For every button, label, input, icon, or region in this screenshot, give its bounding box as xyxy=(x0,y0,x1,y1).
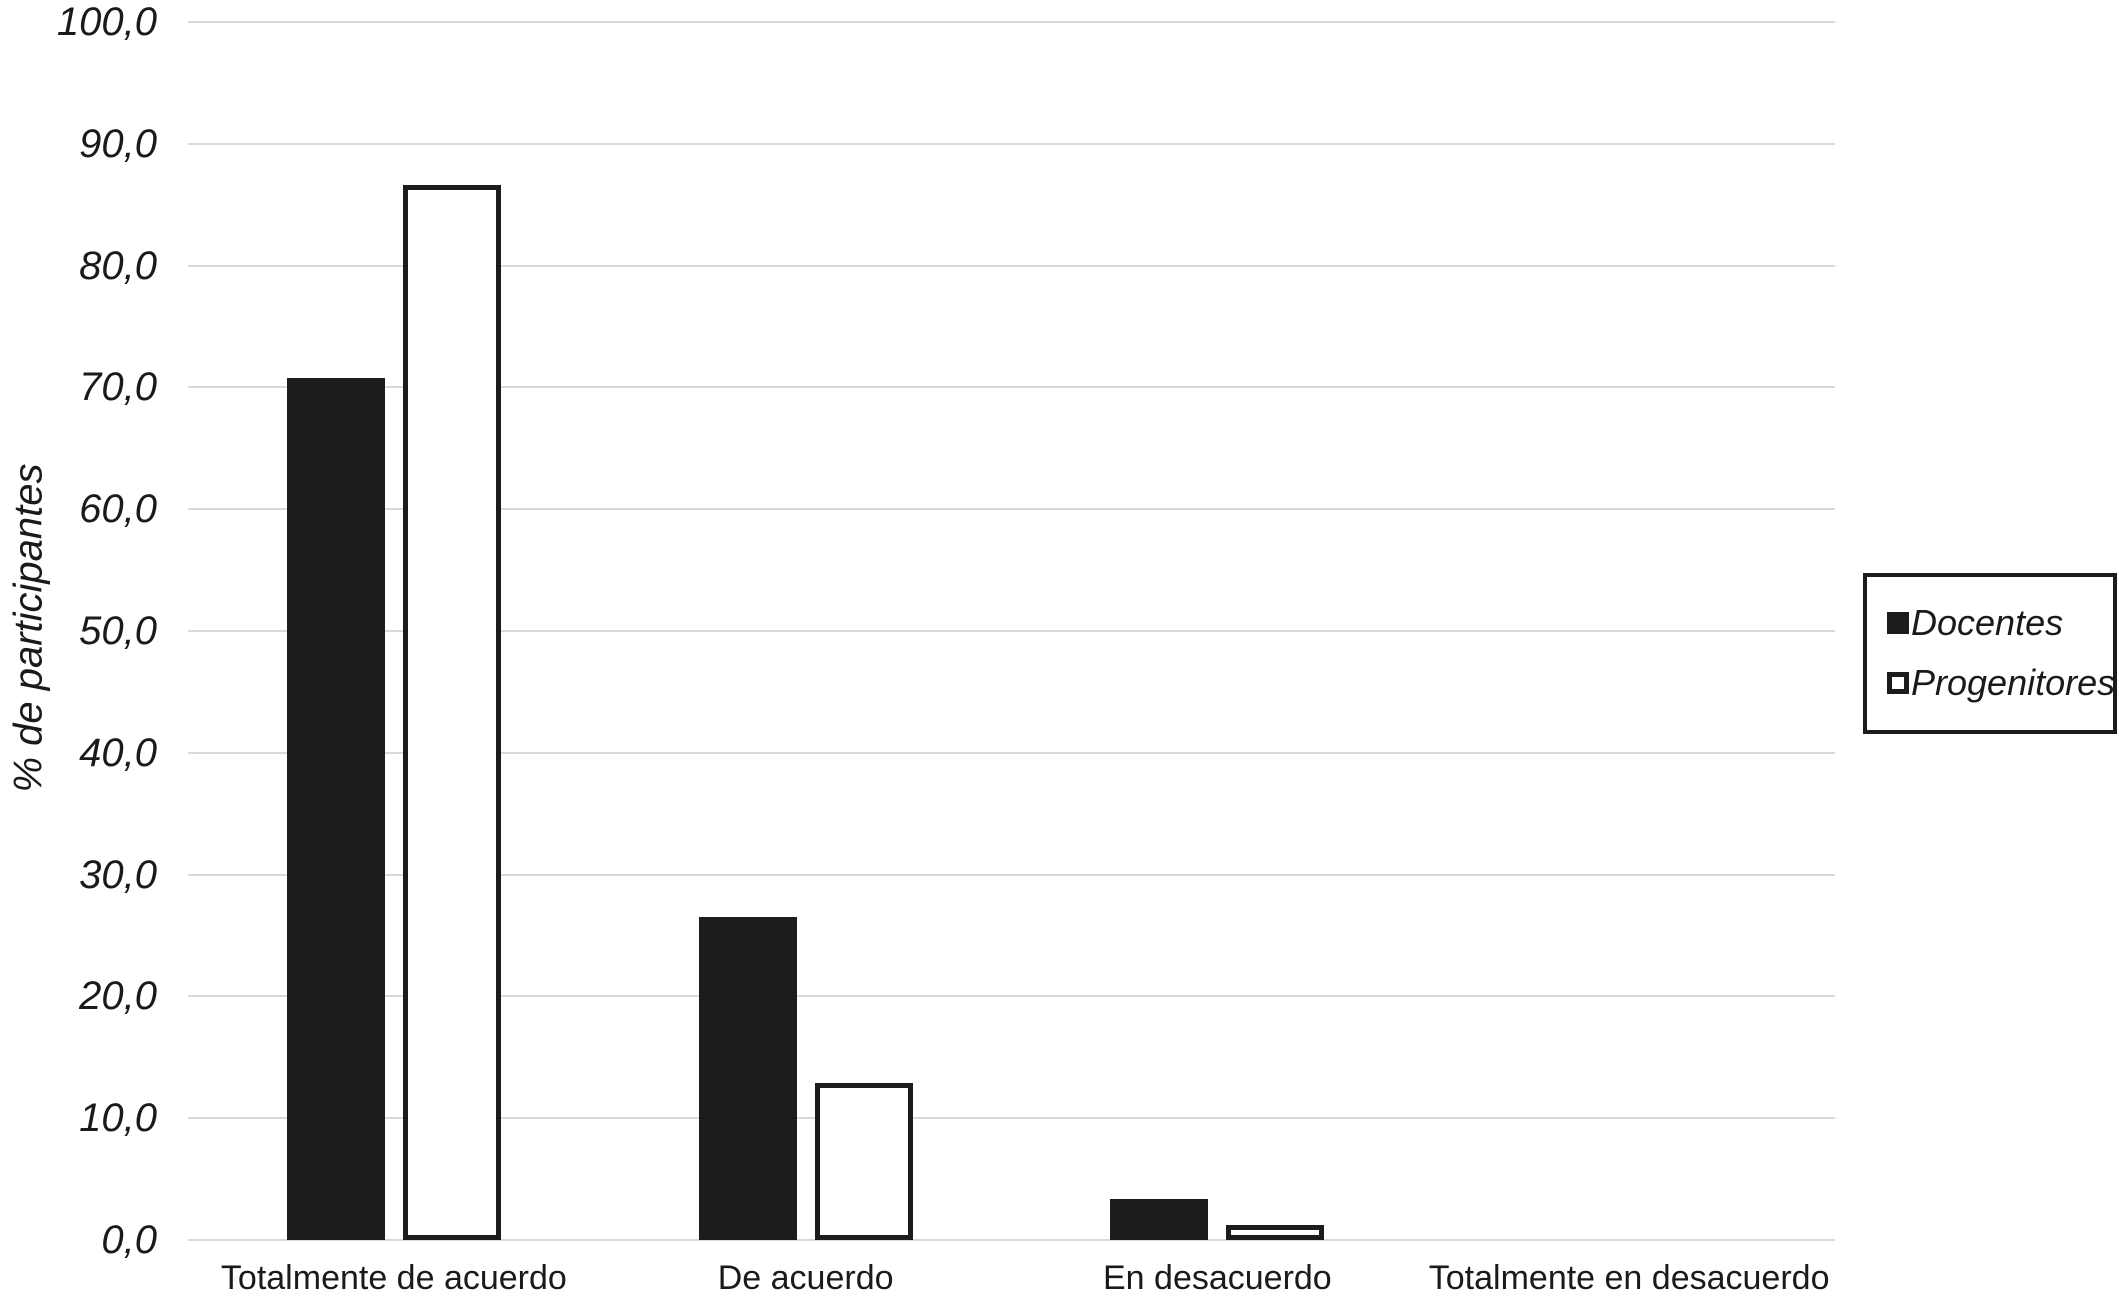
x-category-label: De acuerdo xyxy=(717,1259,894,1297)
y-tick-label: 0,0 xyxy=(101,1218,157,1262)
gridline xyxy=(188,142,1835,145)
bar-docentes-2 xyxy=(698,917,797,1240)
legend: Docentes Progenitores xyxy=(1863,573,2117,734)
y-tick-label: 30,0 xyxy=(79,852,157,897)
gridline xyxy=(188,995,1835,998)
gridline xyxy=(188,873,1835,876)
y-tick-label: 60,0 xyxy=(79,487,157,532)
y-tick-label: 70,0 xyxy=(79,365,157,410)
x-category-label: En desacuerdo xyxy=(1103,1259,1332,1297)
y-tick-label: 10,0 xyxy=(79,1096,157,1141)
gridline xyxy=(188,264,1835,267)
legend-item-progenitores: Progenitores xyxy=(1887,653,2116,713)
filled-square-icon xyxy=(1887,612,1909,634)
x-category-label: Totalmente de acuerdo xyxy=(220,1259,567,1297)
y-tick-label: 80,0 xyxy=(79,243,157,288)
gridline xyxy=(188,751,1835,754)
legend-item-docentes: Docentes xyxy=(1887,593,2113,653)
gridline xyxy=(188,1117,1835,1120)
bar-docentes-3 xyxy=(1110,1198,1209,1240)
gridline xyxy=(188,508,1835,511)
gridline xyxy=(188,630,1835,632)
y-tick-label: 50,0 xyxy=(79,609,157,653)
bar-progenitores-3 xyxy=(1226,1225,1325,1240)
y-tick-label: 90,0 xyxy=(79,121,157,166)
outlined-square-icon xyxy=(1887,672,1909,694)
bar-progenitores-2 xyxy=(814,1082,913,1240)
gridline xyxy=(188,1239,1835,1241)
bar-docentes-1 xyxy=(286,377,385,1240)
bar-progenitores-1 xyxy=(402,185,501,1240)
y-tick-label: 40,0 xyxy=(79,730,157,775)
x-category-label: Totalmente en desacuerdo xyxy=(1428,1259,1830,1297)
legend-label-docentes: Docentes xyxy=(1911,602,2064,643)
y-tick-label: 100,0 xyxy=(56,0,157,44)
gridline xyxy=(188,386,1835,389)
y-tick-label: 20,0 xyxy=(79,974,157,1019)
gridline xyxy=(188,21,1835,23)
legend-label-progenitores: Progenitores xyxy=(1911,662,2116,703)
